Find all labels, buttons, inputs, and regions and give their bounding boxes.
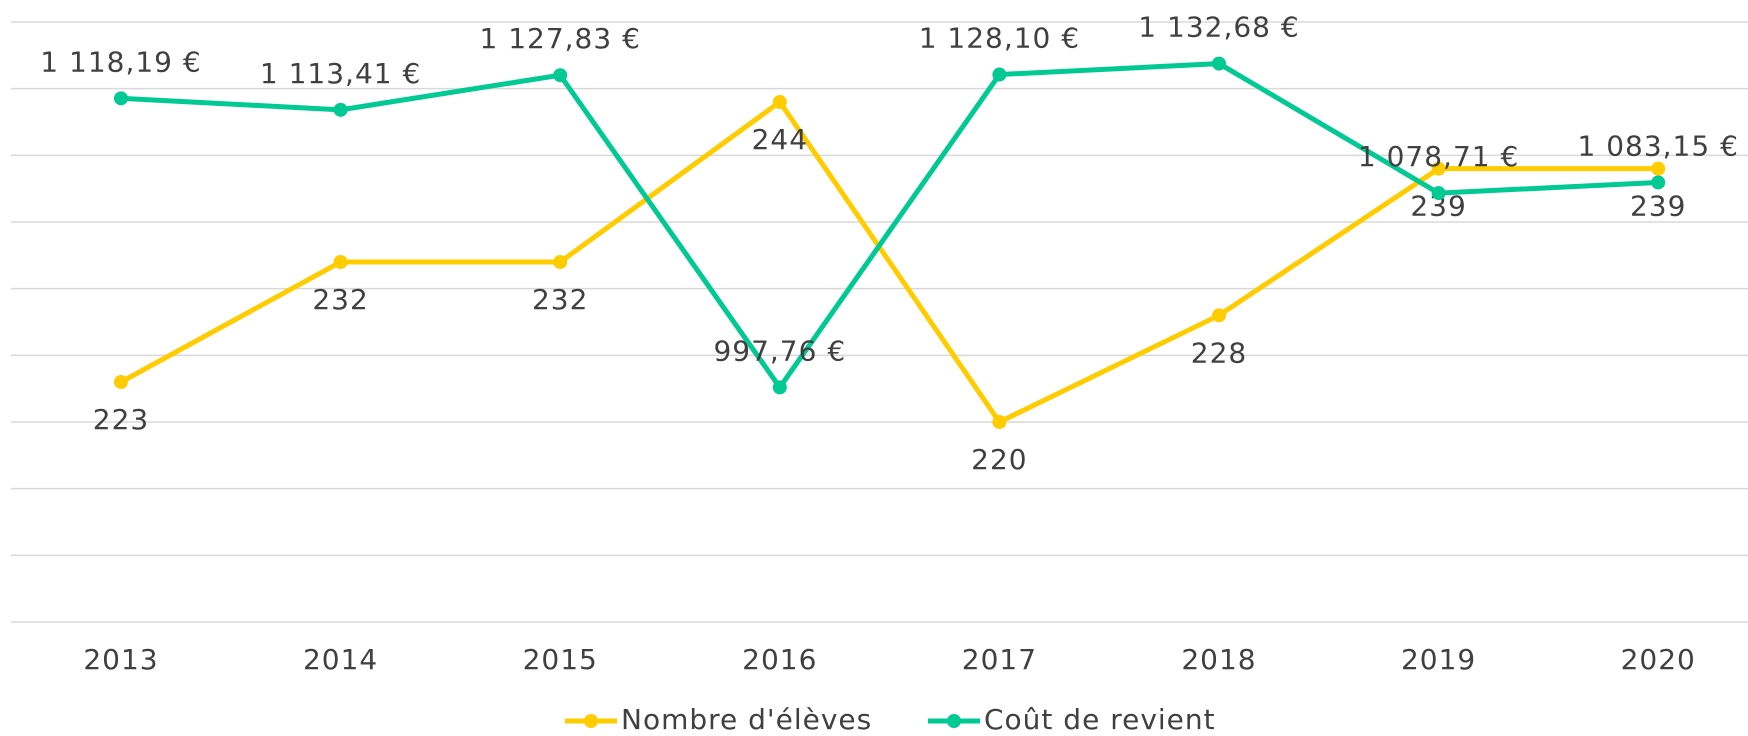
data-label: 232 <box>532 283 588 316</box>
data-point <box>772 380 787 395</box>
data-point <box>553 255 568 269</box>
x-tick-label: 2014 <box>303 643 378 676</box>
data-label: 1 118,19 € <box>40 45 201 78</box>
x-tick-label: 2013 <box>83 643 158 676</box>
x-tick-label: 2020 <box>1621 643 1696 676</box>
data-point <box>772 95 787 109</box>
data-label: 244 <box>752 123 808 156</box>
data-label: 1 132,68 € <box>1138 11 1299 44</box>
data-point <box>553 68 568 83</box>
data-label: 1 113,41 € <box>260 57 421 90</box>
x-tick-label: 2016 <box>742 643 817 676</box>
series-line <box>119 98 1659 426</box>
data-point <box>1431 161 1446 176</box>
data-point <box>1651 175 1666 190</box>
data-point <box>114 91 128 106</box>
data-point <box>1212 308 1226 323</box>
legend-label: Coût de revient <box>984 703 1216 736</box>
x-tick-label: 2015 <box>523 643 598 676</box>
data-point <box>992 415 1007 429</box>
data-point <box>992 67 1007 82</box>
series-line <box>120 61 1659 392</box>
legend-swatch-dot <box>584 714 598 728</box>
data-point <box>333 102 348 117</box>
data-point <box>1431 186 1446 201</box>
x-tick-label: 2018 <box>1181 643 1256 676</box>
legend-label: Nombre d'élèves <box>621 703 872 736</box>
data-point <box>114 375 128 389</box>
data-point <box>1212 56 1226 71</box>
data-label: 232 <box>312 283 368 316</box>
data-label: 1 128,10 € <box>919 22 1080 55</box>
data-label: 228 <box>1191 336 1247 369</box>
legend-swatch-dot <box>947 714 961 728</box>
x-tick-label: 2019 <box>1401 643 1476 676</box>
data-label: 223 <box>93 403 149 436</box>
data-label: 1 078,71 € <box>1358 140 1519 173</box>
data-label: 1 127,83 € <box>479 22 640 55</box>
data-label: 239 <box>1630 190 1686 223</box>
data-label: 997,76 € <box>713 334 846 367</box>
data-point <box>1651 161 1666 176</box>
x-tick-label: 2017 <box>962 643 1037 676</box>
data-label: 1 083,15 € <box>1577 129 1738 162</box>
data-point <box>333 255 348 269</box>
data-label: 220 <box>971 443 1027 476</box>
